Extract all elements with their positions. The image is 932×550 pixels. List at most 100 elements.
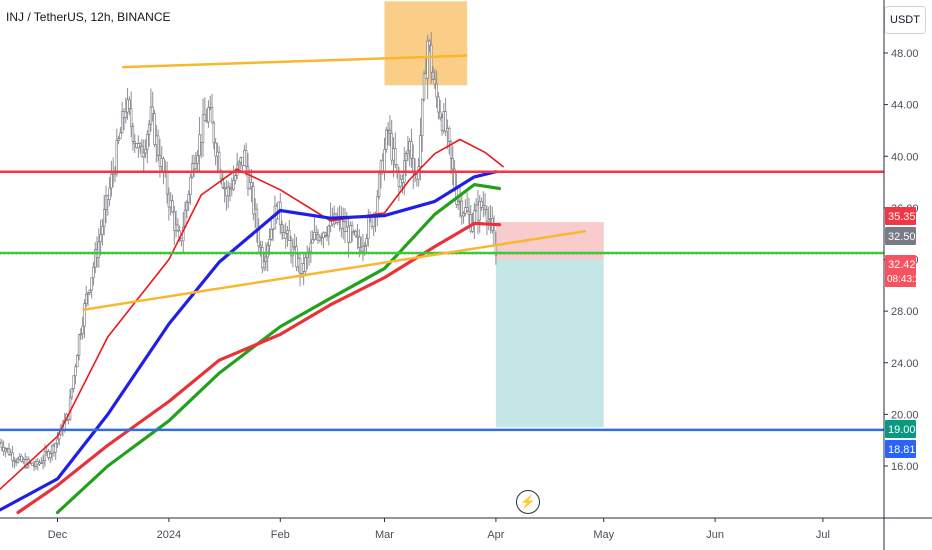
candle-body xyxy=(469,214,472,232)
candle-body xyxy=(288,230,291,241)
candle-body xyxy=(270,229,273,240)
candle-body xyxy=(295,246,298,268)
candle-body xyxy=(101,226,104,235)
price-tag-box xyxy=(885,227,916,245)
candle-body xyxy=(361,246,365,252)
candle-body xyxy=(13,459,16,462)
candle-body xyxy=(237,161,241,166)
candle-body xyxy=(198,134,201,156)
x-tick-label: Dec xyxy=(48,529,68,541)
candle-body xyxy=(165,170,169,195)
candle-body xyxy=(117,138,120,141)
candle-body xyxy=(49,453,52,458)
candle-body xyxy=(250,182,253,188)
candle-body xyxy=(350,225,354,233)
x-tick-label: Feb xyxy=(271,529,290,541)
y-tick-label: 28.00 xyxy=(891,306,919,318)
price-tag-label: 18.81 xyxy=(888,444,916,456)
candle-body xyxy=(473,210,476,225)
candle-body xyxy=(324,232,327,236)
candle-body xyxy=(478,201,481,221)
candle-body xyxy=(72,375,75,389)
candle-body xyxy=(97,241,101,258)
candle-body xyxy=(365,238,368,246)
candle-body xyxy=(196,155,199,164)
candle-body xyxy=(223,187,226,189)
candle-body xyxy=(20,456,23,462)
candle-body xyxy=(244,150,248,167)
candle-body xyxy=(58,434,61,440)
candle-body xyxy=(187,194,190,203)
y-tick-label: 48.00 xyxy=(891,48,919,60)
candle-body xyxy=(309,242,313,253)
candle-body xyxy=(43,451,47,461)
candle-body xyxy=(11,452,14,461)
price-tag-box xyxy=(885,255,916,287)
candle-body xyxy=(90,277,93,291)
candle-body xyxy=(79,333,83,336)
y-tick-label: 44.00 xyxy=(891,100,919,112)
candle-body xyxy=(88,289,92,294)
candle-body xyxy=(146,134,149,150)
candle-body xyxy=(81,325,84,335)
candle-body xyxy=(266,245,269,258)
candle-body xyxy=(354,230,357,237)
price-candles xyxy=(0,32,498,472)
candle-body xyxy=(422,73,426,100)
candle-body xyxy=(315,232,318,235)
candle-body xyxy=(261,247,264,269)
candle-body xyxy=(189,176,192,195)
candle-body xyxy=(280,224,284,233)
moving-average-line xyxy=(55,183,502,515)
candle-body xyxy=(54,442,57,453)
candle-body xyxy=(313,232,316,240)
candle-body xyxy=(388,129,392,134)
currency-label[interactable]: USDT xyxy=(884,6,926,34)
candle-body xyxy=(377,173,381,198)
candle-body xyxy=(201,114,205,143)
candle-body xyxy=(246,166,250,189)
candle-body xyxy=(419,135,422,167)
y-tick-label: 16.00 xyxy=(891,461,919,473)
candle-body xyxy=(447,128,451,142)
candle-body xyxy=(485,209,489,222)
trend-line xyxy=(122,54,468,69)
candle-body xyxy=(228,186,232,189)
candle-body xyxy=(487,219,490,222)
y-tick-label: 40.00 xyxy=(891,151,919,163)
candle-body xyxy=(257,230,260,247)
candle-body xyxy=(124,111,127,118)
candle-body xyxy=(410,141,413,159)
candle-body xyxy=(318,236,322,241)
candle-body xyxy=(153,113,156,145)
candle-body xyxy=(86,292,90,295)
candle-body xyxy=(435,83,438,98)
candle-body xyxy=(451,158,454,170)
candle-body xyxy=(70,388,74,398)
candle-body xyxy=(191,163,194,178)
candle-body xyxy=(399,179,402,187)
candle-body xyxy=(306,253,309,258)
candle-body xyxy=(108,187,111,200)
candle-body xyxy=(383,149,386,173)
candle-body xyxy=(284,233,287,239)
x-tick-label: 2024 xyxy=(157,529,181,541)
candle-body xyxy=(232,180,235,190)
candle-body xyxy=(492,229,496,246)
candle-body xyxy=(376,196,379,216)
candle-body xyxy=(327,225,331,237)
candle-body xyxy=(218,151,221,172)
candle-body xyxy=(431,71,435,80)
candle-body xyxy=(467,210,471,215)
candle-body xyxy=(7,447,11,455)
lightning-icon[interactable]: ⚡ xyxy=(516,490,540,514)
price-tags: 35.35 32.50 32.42 08:43:23 19.00 18.81 xyxy=(885,207,926,458)
candle-body xyxy=(426,40,429,79)
candle-body xyxy=(76,355,79,368)
candle-body xyxy=(16,458,20,463)
candle-body xyxy=(390,132,393,161)
candle-body xyxy=(147,123,151,135)
candle-body xyxy=(103,209,106,227)
trend-lines xyxy=(82,54,586,312)
